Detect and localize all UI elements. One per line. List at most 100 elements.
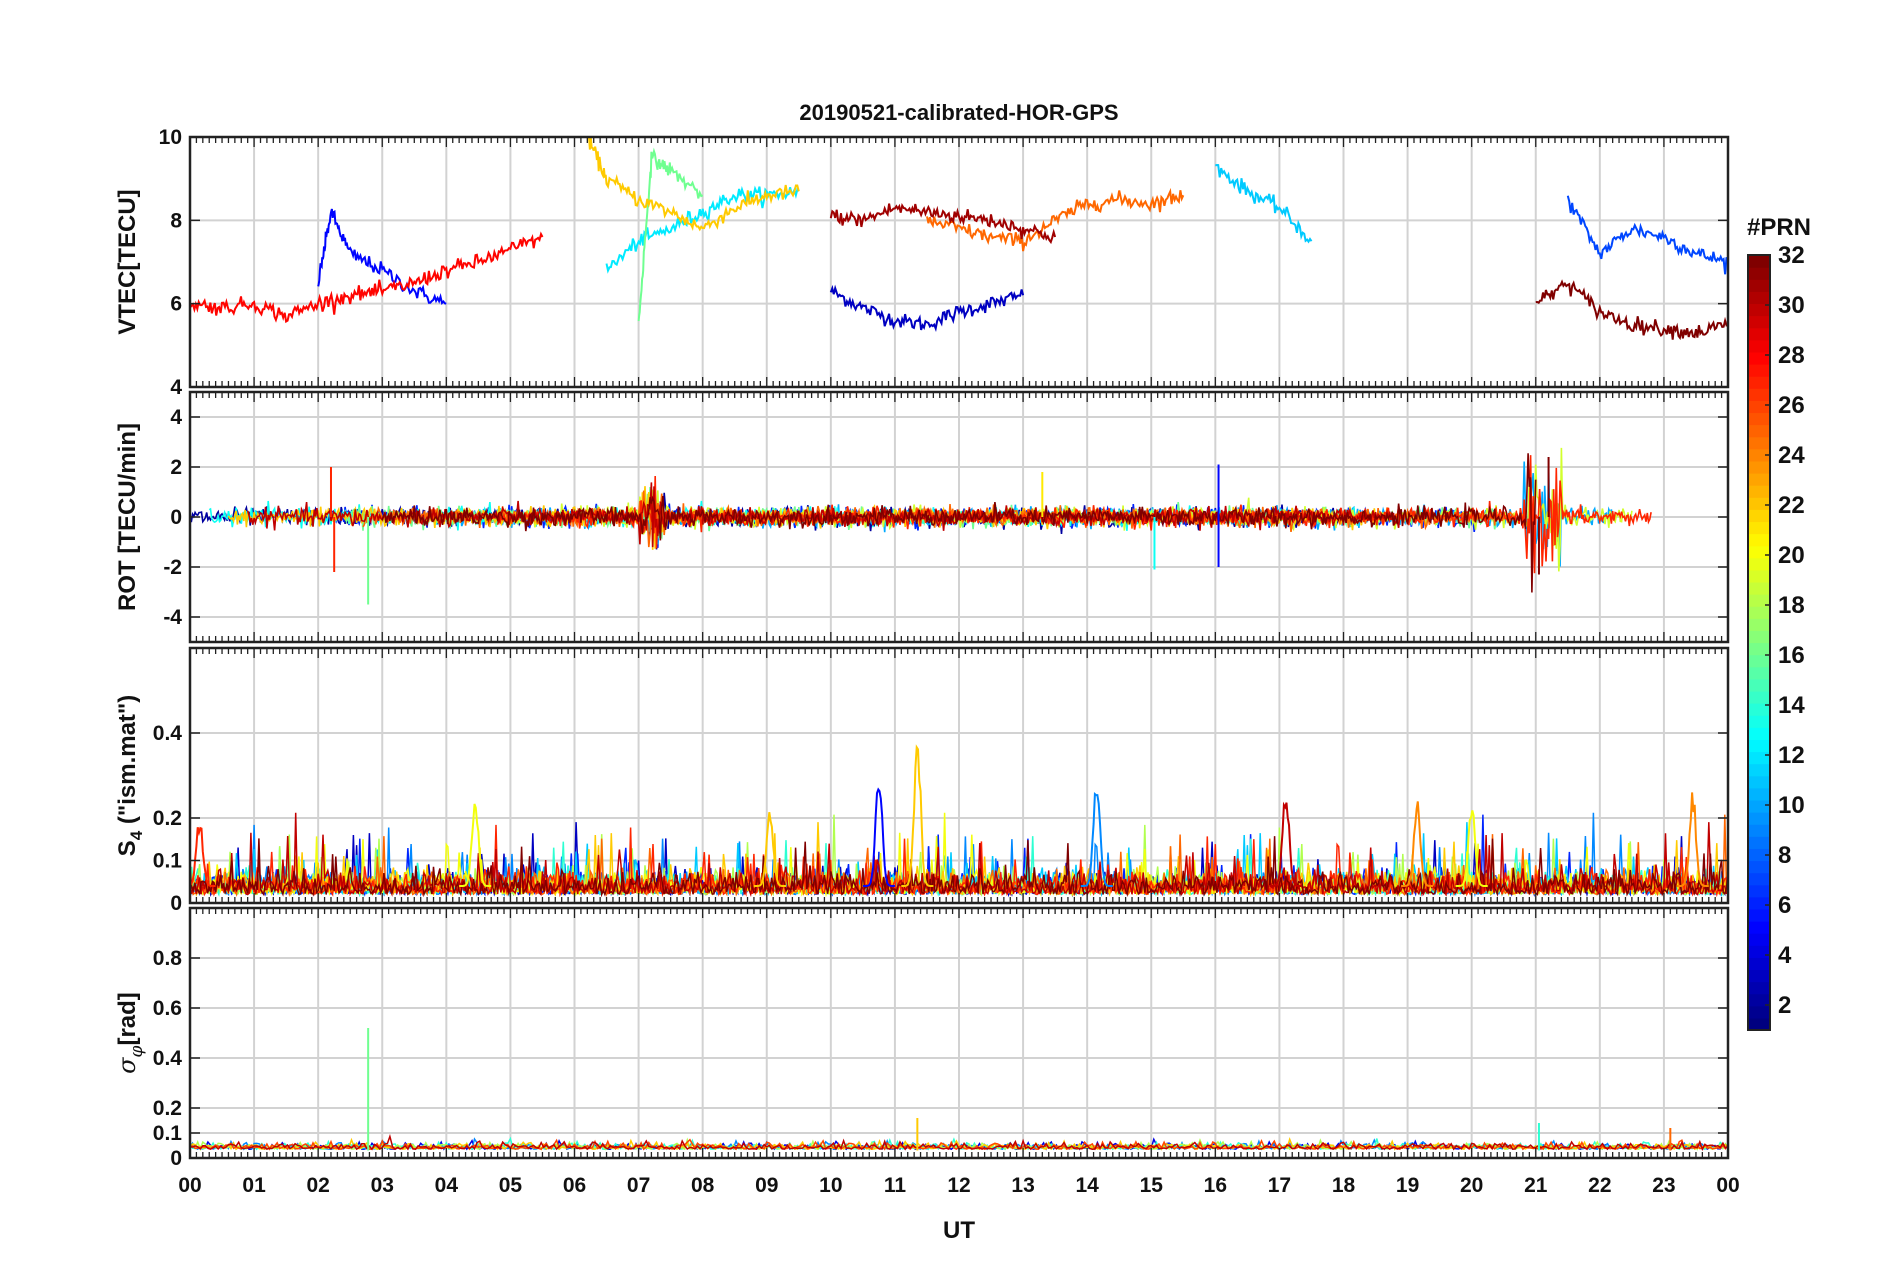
colorbar-swatch (1748, 509, 1770, 523)
colorbar-swatch (1748, 969, 1770, 983)
colorbar-swatch (1748, 884, 1770, 898)
panel-rot-ylabel: ROT [TECU/min] (114, 423, 141, 611)
colorbar-tick-label: 12 (1778, 742, 1805, 769)
rot-series-prn-32 (381, 453, 1537, 593)
colorbar-swatch (1748, 303, 1770, 317)
colorbar-swatch (1748, 606, 1770, 619)
colorbar-swatch (1748, 993, 1770, 1007)
colorbar-tick-label: 18 (1778, 592, 1805, 619)
colorbar-tick-label: 26 (1778, 392, 1805, 419)
colorbar-swatch (1748, 654, 1770, 668)
s4-peak-1 (862, 787, 895, 887)
colorbar-swatch (1748, 751, 1770, 765)
x-tick-label: 00 (1716, 1174, 1739, 1197)
s4-peak-8 (1401, 801, 1434, 887)
colorbar-tick-label: 8 (1778, 842, 1791, 869)
panel-vtec-ylabel: VTEC[TECU] (114, 189, 141, 334)
panel-s4-ytick-label: 0.1 (153, 850, 183, 873)
vtec-series-prn-11 (1214, 163, 1313, 244)
colorbar-swatch (1748, 267, 1770, 280)
vtec-series-prn-31 (829, 202, 1057, 245)
vtec-series-prn-28 (190, 231, 544, 324)
colorbar-swatch (1748, 908, 1770, 922)
x-tick-label: 03 (371, 1174, 394, 1197)
panel-vtec-ytick-label: 4 (170, 376, 182, 399)
vtec-series-prn-25 (926, 187, 1185, 252)
vtec-series-prn-12 (605, 185, 800, 274)
colorbar-title: #PRN (1747, 214, 1811, 241)
colorbar-swatch (1748, 775, 1770, 789)
panel-rot-ytick-label: -4 (163, 606, 182, 629)
panel-sigma_phi-ytick-label: 0 (170, 1147, 182, 1170)
panel-vtec-ytick-label: 10 (159, 126, 182, 149)
x-tick-label: 13 (1011, 1174, 1034, 1197)
x-tick-label: 02 (306, 1174, 329, 1197)
vtec-series-prn-7 (1566, 195, 1728, 275)
colorbar-swatch (1748, 412, 1770, 426)
colorbar-swatch (1748, 339, 1770, 353)
colorbar-swatch (1748, 315, 1770, 329)
colorbar-tick-label: 22 (1778, 492, 1805, 519)
colorbar-swatch (1748, 485, 1770, 498)
colorbar-swatch (1748, 896, 1770, 910)
s4-series-prn-32 (190, 836, 1728, 898)
panel-sigma_phi-ytick-label: 0.1 (153, 1122, 183, 1145)
x-tick-label: 00 (178, 1174, 201, 1197)
x-tick-label: 18 (1332, 1174, 1356, 1197)
panel-sigma_phi-ylabel: σφ[rad] (113, 992, 147, 1074)
colorbar-swatch (1748, 957, 1770, 971)
x-tick-label: 09 (755, 1174, 778, 1197)
colorbar-swatch (1748, 921, 1770, 934)
colorbar-swatch (1748, 533, 1770, 547)
x-tick-label: 21 (1524, 1174, 1548, 1197)
colorbar-tick-label: 4 (1778, 942, 1792, 969)
vtec-series-prn-3 (829, 284, 1025, 333)
rot-series-prn-30 (246, 482, 1402, 548)
colorbar-swatch (1748, 545, 1770, 559)
colorbar-tick-label: 6 (1778, 892, 1791, 919)
colorbar-swatch (1748, 472, 1770, 486)
panel-s4-ytick-label: 0 (170, 892, 182, 915)
colorbar-tick-label: 10 (1778, 792, 1805, 819)
colorbar: 32 30 28 26 24 22 20 18 16 14 12 10 8 6 4 2 #PRN (1747, 214, 1811, 1031)
colorbar-swatch (1748, 436, 1770, 450)
colorbar-frame (1747, 254, 1771, 1031)
colorbar-swatch (1748, 848, 1770, 862)
colorbar-swatch (1748, 1017, 1770, 1031)
panel-s4-ytick-label: 0.4 (153, 722, 183, 745)
vtec-series-prn-5 (317, 208, 447, 306)
panel-rot-data (190, 447, 1652, 605)
x-tick-label: 11 (884, 1174, 907, 1197)
colorbar-tick-label: 16 (1778, 642, 1805, 669)
vtec-series-prn-16 (637, 147, 704, 322)
x-tick-label: 15 (1140, 1174, 1164, 1197)
colorbar-swatch (1748, 872, 1770, 886)
colorbar-swatch (1748, 727, 1770, 740)
colorbar-swatch (1748, 690, 1770, 704)
colorbar-swatch (1748, 703, 1770, 716)
colorbar-swatch (1748, 799, 1770, 813)
x-tick-label: 07 (627, 1174, 650, 1197)
colorbar-swatch (1748, 279, 1770, 292)
colorbar-swatch (1748, 581, 1770, 595)
colorbar-swatch (1748, 860, 1770, 874)
colorbar-swatch (1748, 666, 1770, 680)
colorbar-swatch (1748, 388, 1770, 401)
panel-sigma_phi-ytick-label: 0.8 (153, 947, 183, 970)
x-tick-label: 17 (1268, 1174, 1291, 1197)
s4-peak-4 (1676, 792, 1709, 887)
rot-series-prn-27 (496, 455, 1652, 574)
s4-peak-7 (753, 812, 786, 887)
colorbar-tick-label: 24 (1778, 442, 1805, 469)
colorbar-tick-label: 2 (1778, 992, 1791, 1019)
x-axis-label: UT (943, 1217, 975, 1244)
x-tick-label: 16 (1204, 1174, 1227, 1197)
s4-peak-3 (1269, 801, 1302, 887)
colorbar-swatch (1748, 945, 1770, 958)
x-tick-label: 12 (947, 1174, 970, 1197)
colorbar-tick-label: 28 (1778, 342, 1805, 369)
colorbar-tick-label: 32 (1778, 242, 1805, 269)
panel-rot-ytick-label: 2 (170, 456, 182, 479)
x-tick-label: 14 (1075, 1174, 1099, 1197)
colorbar-tick-label: 14 (1778, 692, 1805, 719)
